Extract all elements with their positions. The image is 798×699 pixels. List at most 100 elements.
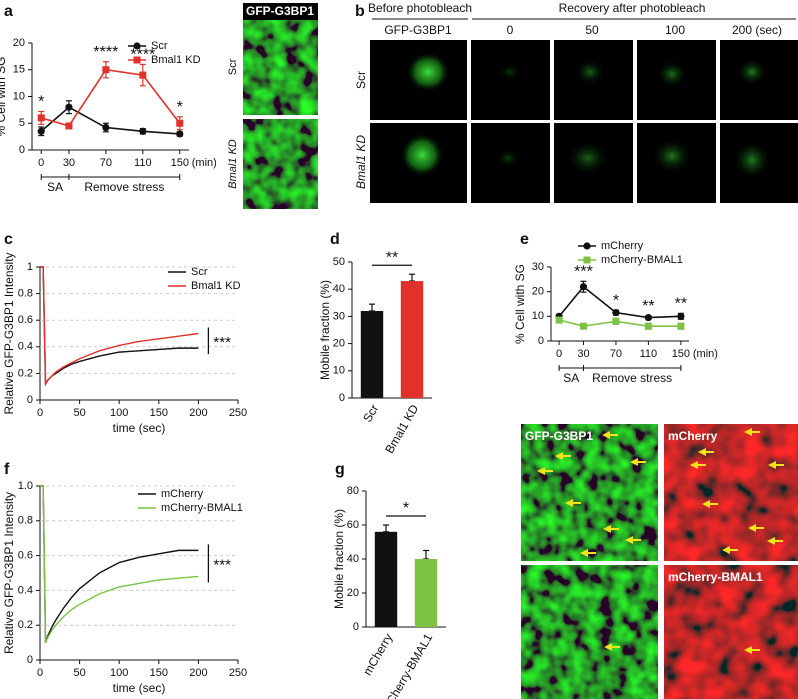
x-tick-label: 70 [610,348,622,360]
y-tick-label: 0 [353,621,359,633]
legend-label: Scr [191,266,208,278]
panel-letter: a [4,3,13,20]
phase-label: SA [563,371,579,385]
micrograph [243,119,318,209]
x-tick-label: 50 [73,667,85,679]
marker [579,322,587,330]
y-axis-label: % Cell with SG [513,264,527,344]
legend-marker [133,56,141,64]
x-tick-label: 150 [150,407,168,419]
micrograph [243,20,318,115]
marker [176,119,184,127]
granule [736,58,768,86]
panel-letter: c [4,231,13,248]
y-axis-label: Mobile fraction (%) [332,509,346,609]
x-tick-label: mCherry [360,631,395,678]
x-tick-label: 150 [150,667,168,679]
legend-label: mCherry-BMAL1 [161,502,243,514]
bar [374,531,398,627]
x-tick-label: 200 [189,667,207,679]
significance: * [38,94,44,111]
x-tick-label: 0 [38,157,44,169]
y-tick-label: 20 [13,37,25,49]
row-label: Bmal1 KD [354,135,368,189]
micrograph [664,424,798,561]
column-label: 100 [665,23,685,37]
marker [579,283,588,291]
micrograph-grid [370,40,798,203]
column-label: GFP-G3BP1 [384,23,452,37]
legend-marker [583,242,591,250]
column-label: 200 (sec) [732,23,782,37]
bar [360,310,384,398]
bar [414,559,438,627]
stain-label: GFP-G3BP1 [246,4,314,18]
series-line [558,285,681,319]
panel-letter: b [355,3,365,20]
header: Recovery after photobleach [559,1,706,15]
marker [677,322,685,330]
x-tick-label: 250 [229,667,247,679]
y-tick-label: 0.4 [18,584,33,596]
arrows [537,428,784,654]
significance: ** [386,249,398,266]
marker [65,122,73,130]
granule [496,148,520,168]
marker [612,317,620,325]
y-tick-label: 40 [333,283,345,295]
legend-label: mCherry [161,488,204,500]
significance: * [177,99,183,116]
y-tick-label: 5 [19,117,25,129]
x-tick-label: 110 [134,157,152,169]
y-tick-label: 0 [27,654,33,666]
significance: *** [574,264,593,281]
x-tick-label: 100 [110,667,128,679]
y-tick-label: 0.8 [18,515,33,527]
significance: **** [93,44,118,61]
x-tick-label: 0 [556,348,562,360]
y-tick-label: 0 [339,392,345,404]
marker [37,114,45,122]
panel-letter: d [330,231,340,248]
series-line [40,266,199,387]
marker [65,103,73,111]
granule [652,138,692,174]
x-tick-label: 0 [37,407,43,419]
x-tick-label: 250 [229,407,247,419]
series-line [558,319,681,328]
column-label: 0 [507,23,514,37]
y-tick-label: 20 [347,587,359,599]
marker [139,71,147,79]
legend-label: Scr [151,40,168,52]
x-tick-label: Bmal1 KD [382,402,421,456]
marker [644,322,652,330]
y-axis-label: Relative GFP-G3BP1 Intensity [2,492,16,654]
marker [37,127,45,135]
x-axis-label: (min) [192,157,217,169]
series-line [40,485,199,643]
y-axis-label: Mobile fraction (%) [318,280,332,380]
panel-letter: e [520,231,529,248]
x-tick-label: 110 [640,348,658,360]
series-line [41,68,181,127]
marker [102,123,110,132]
y-tick-label: 30 [532,261,544,273]
y-tick-label: 0.2 [18,619,33,631]
y-tick-label: 20 [333,338,345,350]
micrograph [521,565,658,699]
legend-marker [583,256,591,264]
image-h: GFP-G3BP1 mCherry mCherry-BMAL1 [521,424,798,699]
y-tick-label: 10 [333,365,345,377]
x-tick-label: 30 [63,157,75,169]
series-line [40,106,180,135]
x-tick-label: 150 [672,348,690,360]
y-tick-label: 0.6 [18,314,33,326]
marker [102,66,110,74]
phase-label: Remove stress [592,371,672,385]
x-tick-label: 70 [100,157,112,169]
x-tick-label: 100 [110,407,128,419]
x-tick-label: 200 [189,407,207,419]
y-tick-label: 0 [19,144,25,156]
